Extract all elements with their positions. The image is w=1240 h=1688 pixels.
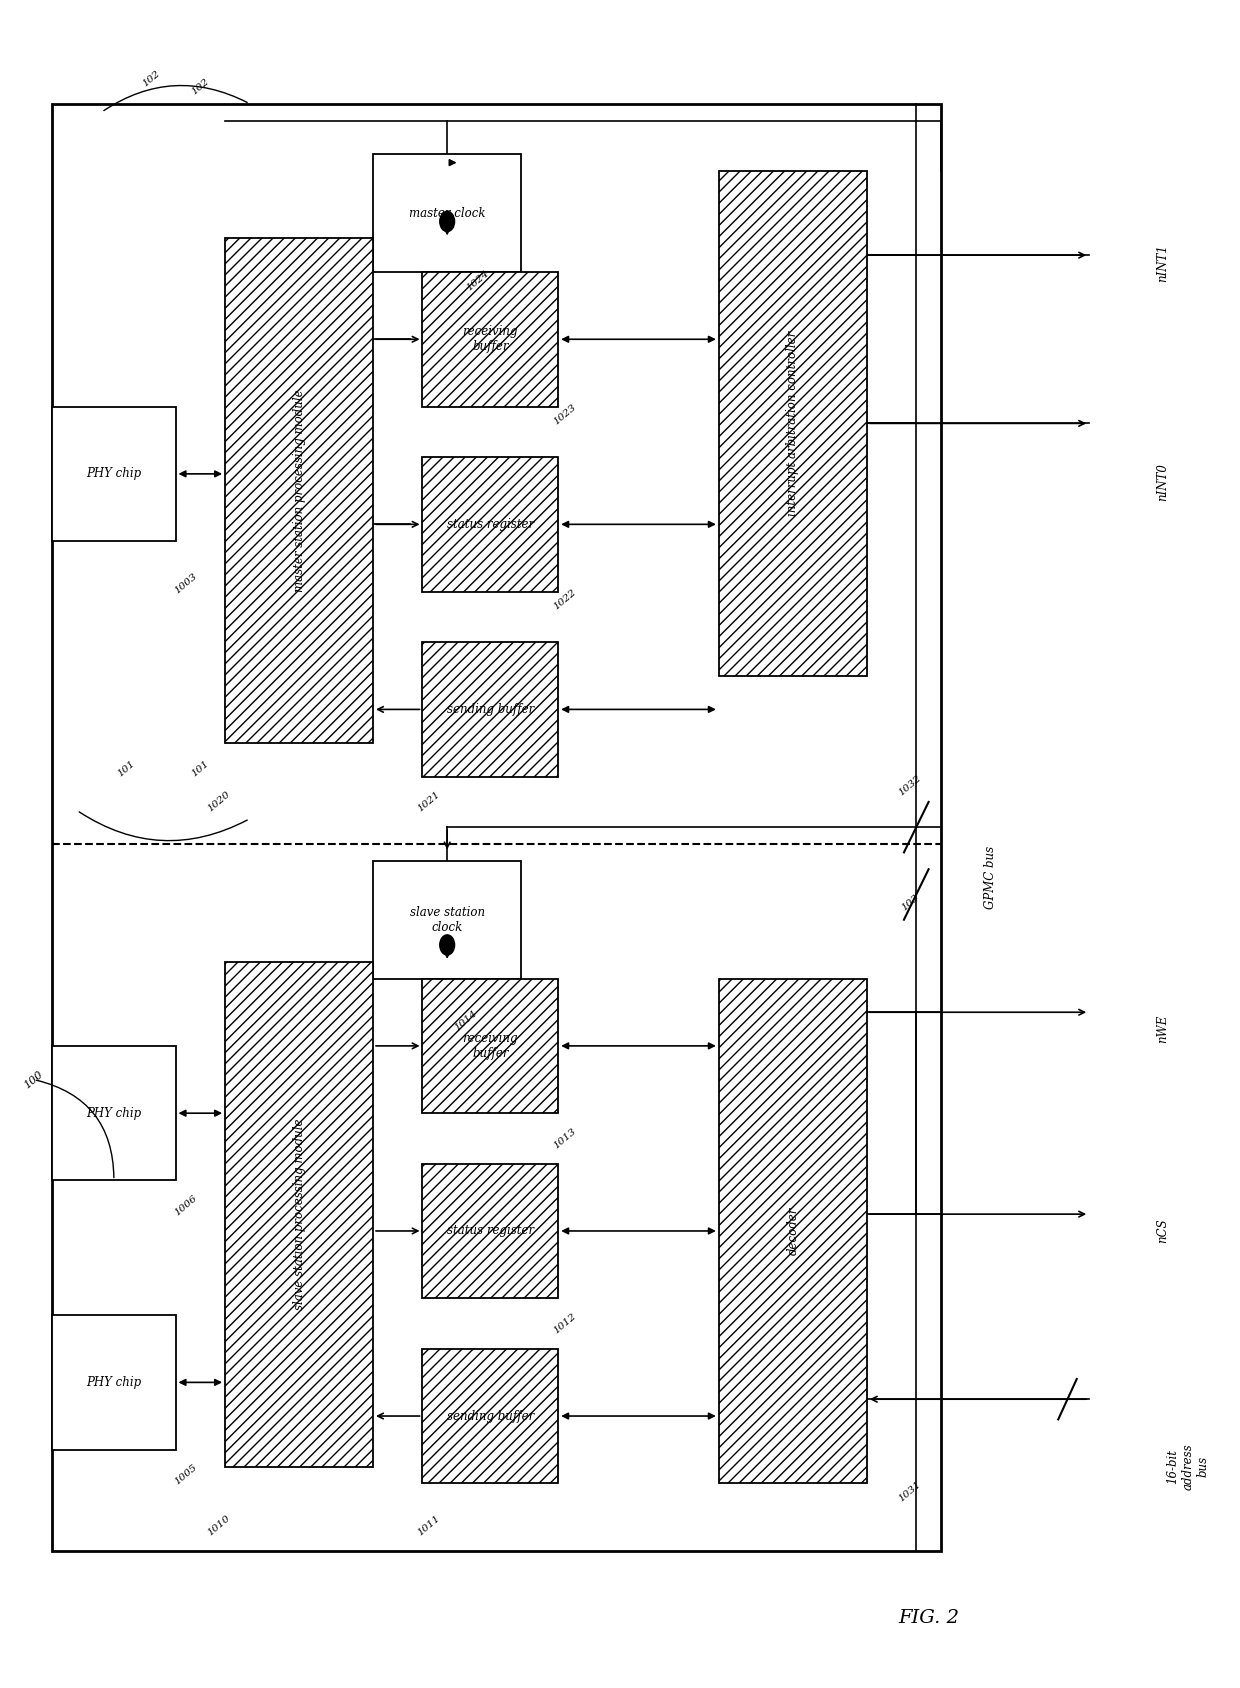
Bar [423, 1349, 558, 1484]
Text: 101: 101 [115, 758, 136, 778]
Bar [423, 272, 558, 407]
Bar [52, 103, 941, 1551]
Text: 1031: 1031 [897, 1480, 923, 1504]
Text: FIG. 2: FIG. 2 [898, 1609, 959, 1627]
Text: 1023: 1023 [552, 403, 578, 427]
Text: interrupt arbitration controller: interrupt arbitration controller [786, 331, 800, 517]
Bar [719, 170, 867, 675]
Text: PHY chip: PHY chip [87, 468, 141, 481]
Bar [373, 861, 521, 979]
Circle shape [440, 935, 455, 955]
Text: status register: status register [446, 1224, 534, 1237]
Text: master clock: master clock [409, 206, 485, 219]
Text: 1010: 1010 [206, 1514, 232, 1538]
Text: master station processing module: master station processing module [293, 390, 305, 592]
Bar [423, 979, 558, 1112]
Text: receiving
buffer: receiving buffer [463, 326, 518, 353]
Text: receiving
buffer: receiving buffer [463, 1031, 518, 1060]
Text: slave station
clock: slave station clock [409, 906, 485, 933]
Bar [719, 979, 867, 1484]
Text: nINT0: nINT0 [1157, 463, 1169, 501]
Text: 1005: 1005 [172, 1463, 198, 1487]
Text: 1020: 1020 [206, 790, 232, 814]
Bar [52, 1315, 176, 1450]
Text: 1022: 1022 [552, 587, 578, 613]
Text: 1014: 1014 [453, 1009, 479, 1033]
Text: nCS: nCS [1157, 1219, 1169, 1244]
Bar [52, 1047, 176, 1180]
Text: status register: status register [446, 518, 534, 530]
Text: 1032: 1032 [897, 773, 923, 797]
Text: nINT1: nINT1 [1157, 245, 1169, 282]
Text: 1003: 1003 [172, 571, 198, 596]
Bar [52, 407, 176, 542]
Text: sending buffer: sending buffer [446, 702, 534, 716]
Bar [224, 962, 373, 1467]
Text: 102: 102 [190, 78, 211, 96]
Text: PHY chip: PHY chip [87, 1376, 141, 1389]
Text: 102: 102 [140, 69, 161, 88]
Text: 101: 101 [190, 758, 211, 778]
Text: nWE: nWE [1157, 1014, 1169, 1043]
Text: 1021: 1021 [415, 790, 441, 814]
Text: 16-bit
address
bus: 16-bit address bus [1167, 1443, 1209, 1491]
Text: slave station processing module: slave station processing module [293, 1119, 305, 1310]
Bar [224, 238, 373, 743]
Text: PHY chip: PHY chip [87, 1107, 141, 1119]
Bar [423, 457, 558, 591]
Text: decoder: decoder [786, 1207, 800, 1256]
Bar [373, 154, 521, 272]
Text: 1011: 1011 [415, 1514, 441, 1538]
Text: 100: 100 [22, 1069, 45, 1090]
Text: 103: 103 [899, 893, 920, 913]
Circle shape [440, 211, 455, 231]
Text: GPMC bus: GPMC bus [983, 846, 997, 910]
Bar [423, 641, 558, 776]
Text: 1006: 1006 [172, 1193, 198, 1217]
Text: sending buffer: sending buffer [446, 1409, 534, 1423]
Text: 1013: 1013 [552, 1126, 578, 1151]
Text: 1012: 1012 [552, 1312, 578, 1335]
Bar [423, 1163, 558, 1298]
Text: 1024: 1024 [465, 268, 491, 292]
